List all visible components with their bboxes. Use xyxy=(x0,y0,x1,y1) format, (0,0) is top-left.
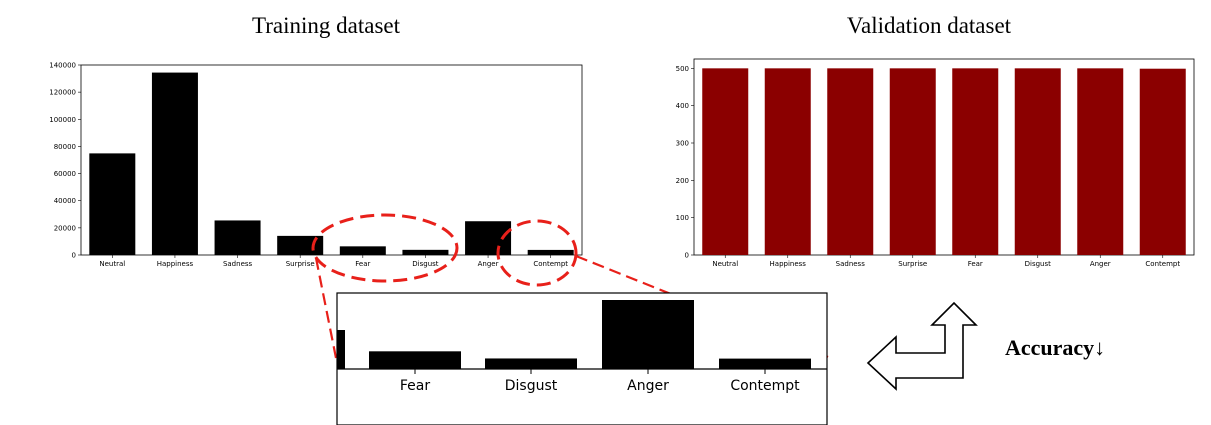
x-tick-label: Fear xyxy=(355,260,370,268)
validation-plot-frame xyxy=(693,58,1195,256)
zoom-x-tick-label: Fear xyxy=(400,378,430,394)
x-tick-label: Surprise xyxy=(286,260,315,268)
x-tick-label: Contempt xyxy=(1145,260,1180,268)
accuracy-label: Accuracy↓ xyxy=(1005,335,1105,360)
y-tick-label: 20000 xyxy=(54,224,76,232)
zoom-inset-chart: Fear Disgust Anger Contempt xyxy=(336,292,828,425)
zoom-x-tick-label: Disgust xyxy=(505,378,558,394)
x-tick-label: Sadness xyxy=(223,260,253,268)
zoom-bar-contempt xyxy=(719,358,811,369)
training-title: Training dataset xyxy=(252,13,401,38)
y-tick-label: 200 xyxy=(676,177,689,185)
y-tick-label: 60000 xyxy=(54,170,76,178)
x-tick-label: Fear xyxy=(968,260,983,268)
validation-chart: Neutral Happiness Sadness Surprise Fear Disgu… xyxy=(676,58,1195,268)
zoom-x-tick-label: Anger xyxy=(627,378,669,394)
y-tick-label: 100 xyxy=(676,214,689,222)
zoom-bar-disgust xyxy=(485,358,577,369)
x-tick-label: Neutral xyxy=(712,260,738,268)
y-tick-label: 500 xyxy=(676,65,689,73)
y-tick-label: 120000 xyxy=(49,89,76,97)
bar-neutral xyxy=(702,68,749,255)
bar-sadness xyxy=(827,68,874,255)
y-tick-label: 400 xyxy=(676,102,689,110)
y-tick-label: 100000 xyxy=(49,116,76,124)
zoom-bar-partial xyxy=(337,330,345,369)
bar-neutral xyxy=(89,153,136,255)
validation-title: Validation dataset xyxy=(847,13,1012,38)
bar-sadness xyxy=(214,220,261,255)
x-tick-label: Disgust xyxy=(412,260,439,268)
x-tick-label: Sadness xyxy=(836,260,866,268)
x-tick-label: Anger xyxy=(478,260,499,268)
bar-contempt xyxy=(527,249,574,255)
training-chart: Neutral Happiness Sadness Surprise Fear Disgu… xyxy=(49,62,583,268)
bar-happiness xyxy=(151,72,198,255)
bar-happiness xyxy=(764,68,811,255)
zoom-bar-anger xyxy=(602,300,694,369)
x-tick-label: Surprise xyxy=(898,260,927,268)
y-tick-label: 0 xyxy=(72,252,76,260)
bar-fear xyxy=(339,246,386,255)
bar-fear xyxy=(952,68,999,255)
zoom-bar-fear xyxy=(369,351,461,369)
zoom-x-tick-label: Contempt xyxy=(730,378,800,394)
y-tick-label: 140000 xyxy=(49,62,76,70)
highlight-ellipse-contempt xyxy=(496,219,578,287)
bar-contempt xyxy=(1139,68,1186,255)
y-tick-label: 0 xyxy=(685,252,689,260)
training-plot-frame xyxy=(80,64,583,256)
bar-anger xyxy=(1077,68,1124,255)
x-tick-label: Neutral xyxy=(99,260,125,268)
y-tick-label: 40000 xyxy=(54,197,76,205)
y-tick-label: 300 xyxy=(676,140,689,148)
y-tick-label: 80000 xyxy=(54,143,76,151)
u-turn-arrow-icon xyxy=(866,301,978,391)
bar-disgust xyxy=(402,249,449,255)
x-tick-label: Happiness xyxy=(770,260,807,268)
zoom-line-left xyxy=(314,257,339,364)
highlight-ellipse-fear-disgust xyxy=(311,213,459,283)
x-tick-label: Contempt xyxy=(533,260,568,268)
bar-disgust xyxy=(1014,68,1061,255)
x-tick-label: Disgust xyxy=(1025,260,1052,268)
bar-surprise xyxy=(889,68,936,255)
x-tick-label: Happiness xyxy=(157,260,194,268)
x-tick-label: Anger xyxy=(1090,260,1111,268)
